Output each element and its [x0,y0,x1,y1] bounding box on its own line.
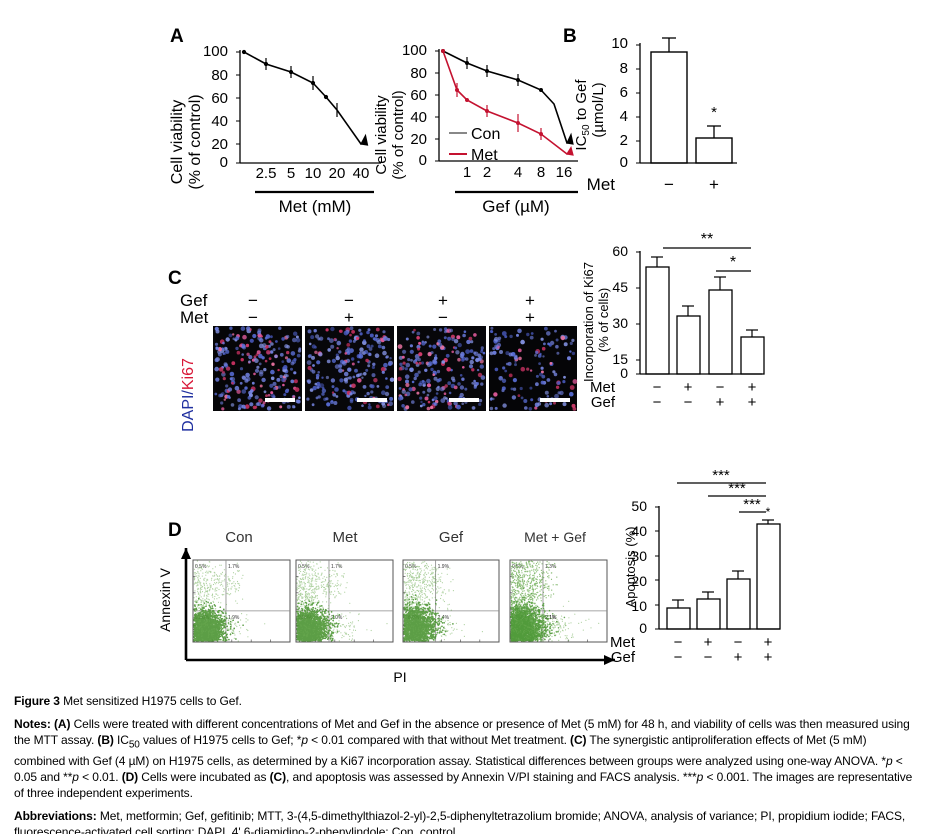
svg-text:0: 0 [620,154,628,171]
svg-text:4: 4 [620,108,628,125]
svg-text:0: 0 [639,620,647,636]
svg-text:Met: Met [332,529,358,546]
svg-text:1.7%: 1.7% [228,564,240,570]
svg-text:2: 2 [620,132,628,149]
svg-text:(% of cells): (% of cells) [596,288,611,352]
svg-text:−: − [653,394,662,411]
svg-text:Met: Met [471,147,498,164]
svg-text:*: * [766,505,771,519]
svg-text:PI: PI [393,669,406,685]
svg-text:60: 60 [211,90,228,107]
svg-text:45: 45 [612,279,628,295]
svg-text:Gef (µM): Gef (µM) [482,197,549,216]
svg-text:Gef: Gef [591,394,616,411]
svg-text:−: − [438,308,448,327]
svg-text:40: 40 [211,113,228,130]
svg-text:100: 100 [203,43,228,60]
svg-text:4: 4 [514,164,522,181]
svg-text:100: 100 [402,42,427,59]
svg-text:0: 0 [620,365,628,381]
svg-text:−: − [684,394,693,411]
svg-text:6: 6 [620,84,628,101]
svg-text:1.9%: 1.9% [438,564,450,570]
svg-text:1: 1 [463,164,471,181]
svg-text:30: 30 [612,315,628,331]
svg-text:+: + [344,308,354,327]
svg-text:Annexin V: Annexin V [157,567,173,631]
svg-text:Incorporation of Ki67: Incorporation of Ki67 [581,262,596,382]
svg-text:D: D [168,520,182,541]
svg-text:Con: Con [225,529,253,546]
svg-text:+: + [748,394,757,411]
svg-text:+: + [709,175,719,194]
svg-text:0: 0 [419,152,427,169]
svg-text:B: B [563,26,577,47]
svg-text:20: 20 [410,131,427,148]
svg-text:−: − [248,308,258,327]
svg-text:C: C [168,268,182,289]
svg-text:Met + Gef: Met + Gef [524,529,586,545]
svg-text:+: + [525,308,535,327]
svg-text:***: *** [743,496,761,513]
svg-text:+: + [764,649,773,666]
svg-text:80: 80 [410,65,427,82]
svg-text:10: 10 [305,165,322,182]
svg-text:Met: Met [587,175,616,194]
svg-text:A: A [170,26,184,47]
svg-text:+: + [716,394,725,411]
svg-text:Apoptosis (%): Apoptosis (%) [623,527,638,608]
svg-text:Gef: Gef [611,649,636,666]
svg-text:40: 40 [353,165,370,182]
svg-text:DAPI/Ki67: DAPI/Ki67 [180,358,197,432]
svg-text:(µmol/L): (µmol/L) [590,82,607,137]
svg-text:Cell viability: Cell viability [169,100,186,184]
svg-text:2.1%: 2.1% [545,615,557,621]
svg-text:Gef: Gef [439,529,464,546]
svg-text:*: * [711,104,717,121]
svg-text:50: 50 [631,498,647,514]
svg-text:20: 20 [329,165,346,182]
svg-text:40: 40 [410,109,427,126]
svg-text:**: ** [701,231,713,248]
svg-text:10: 10 [611,35,628,52]
svg-text:Con: Con [471,126,500,143]
svg-text:0: 0 [220,154,228,171]
svg-text:Met: Met [180,308,209,327]
svg-text:−: − [664,175,674,194]
svg-text:*: * [730,254,736,271]
svg-text:−: − [704,649,713,666]
svg-text:5: 5 [287,165,295,182]
svg-text:2.5: 2.5 [256,165,277,182]
svg-text:60: 60 [612,243,628,259]
svg-text:1.7%: 1.7% [331,564,343,570]
svg-text:***: *** [728,480,746,497]
svg-text:80: 80 [211,67,228,84]
svg-text:−: − [674,649,683,666]
svg-text:Cell viability: Cell viability [373,95,390,175]
svg-text:8: 8 [537,164,545,181]
svg-text:Met (mM): Met (mM) [279,197,352,216]
svg-text:2: 2 [483,164,491,181]
svg-text:60: 60 [410,87,427,104]
svg-text:+: + [734,649,743,666]
svg-text:(% of control): (% of control) [187,94,204,189]
svg-text:20: 20 [211,136,228,153]
svg-text:(% of control): (% of control) [390,90,407,179]
svg-text:16: 16 [556,164,573,181]
svg-text:8: 8 [620,60,628,77]
